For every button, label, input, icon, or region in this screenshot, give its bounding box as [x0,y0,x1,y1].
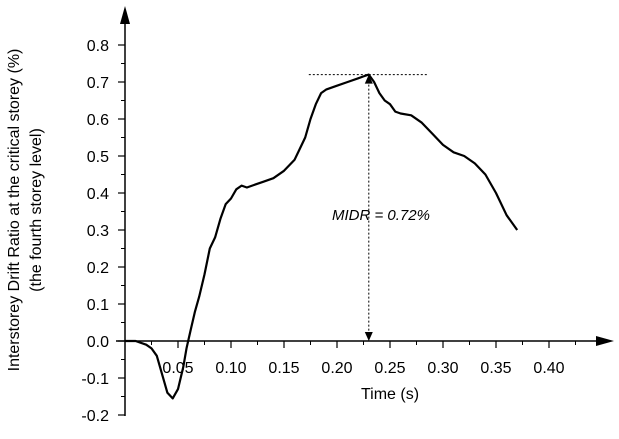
y-tick-label: 0.6 [87,112,109,129]
y-axis-title-line1: Interstorey Drift Ratio at the critical … [6,49,23,372]
x-tick-label: 0.10 [215,360,246,377]
x-tick-label: 0.25 [374,360,405,377]
x-tick-label: 0.40 [533,360,564,377]
x-tick-label: 0.30 [427,360,458,377]
y-tick-label: -0.1 [81,371,109,388]
drift-ratio-series-line [125,73,519,400]
y-tick-label: 0.7 [87,75,109,92]
y-tick-label: 0.2 [87,260,109,277]
y-tick-label: 0.8 [87,38,109,55]
y-tick-label: 0.0 [87,334,109,351]
peak-arrow-up [364,74,373,84]
y-tick-label: 0.4 [87,186,109,203]
x-axis-title: Time (s) [361,386,419,403]
peak-arrow-down [364,332,373,341]
y-ticks: -0.2 -0.1 0.0 0.1 0.2 0.3 0.4 0.5 0.6 0.7 0.8 [81,38,125,425]
midr-annotation: MIDR = 0.72% [332,207,430,224]
y-tick-label: -0.2 [81,408,109,425]
x-tick-label: 0.15 [268,360,299,377]
y-tick-label: 0.5 [87,149,109,166]
y-axis-arrow [120,6,130,24]
x-tick-label: 0.35 [480,360,511,377]
x-ticks: 0.05 0.10 0.15 0.20 0.25 0.30 0.35 0.40 [151,341,576,377]
x-axis-arrow [596,336,614,346]
y-axis-title-line2: (the fourth storey level) [28,128,45,292]
y-tick-label: 0.1 [87,297,109,314]
y-tick-label: 0.3 [87,223,109,240]
x-tick-label: 0.05 [162,360,193,377]
x-tick-label: 0.20 [321,360,352,377]
